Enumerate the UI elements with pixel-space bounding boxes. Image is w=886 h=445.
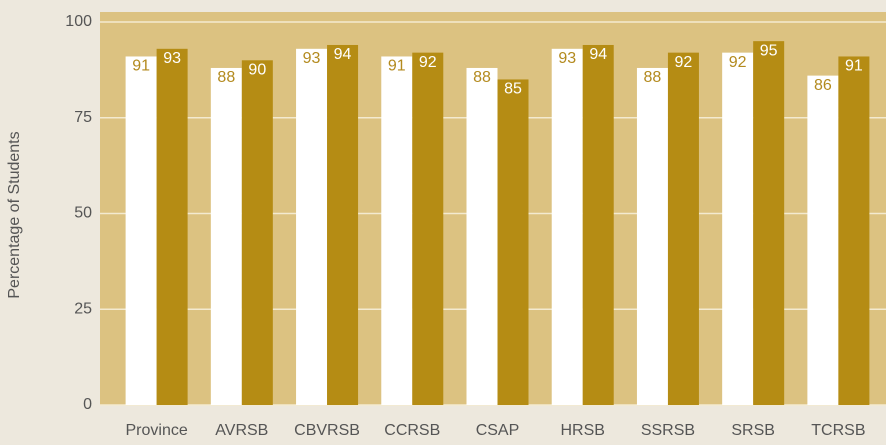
x-tick-label: TCRSB xyxy=(811,422,865,439)
y-tick-label: 75 xyxy=(74,109,92,126)
bar xyxy=(412,52,444,405)
value-label: 91 xyxy=(845,58,863,75)
value-label: 93 xyxy=(303,50,321,67)
x-tick-label: SRSB xyxy=(731,422,775,439)
x-tick-label: CSAP xyxy=(476,422,520,439)
x-tick-label: Province xyxy=(125,422,187,439)
y-axis-label: Percentage of Students xyxy=(6,131,23,298)
bar xyxy=(582,44,614,405)
value-label: 88 xyxy=(217,69,235,86)
x-tick-label: CCRSB xyxy=(384,422,440,439)
y-tick-label: 50 xyxy=(74,205,92,222)
value-label: 93 xyxy=(163,50,181,67)
x-tick-label: SSRSB xyxy=(641,422,695,439)
bar xyxy=(753,41,785,406)
bar xyxy=(156,48,188,406)
value-label: 86 xyxy=(814,77,832,94)
value-label: 91 xyxy=(388,58,406,75)
value-label: 92 xyxy=(419,54,437,71)
value-label: 93 xyxy=(558,50,576,67)
value-label: 92 xyxy=(675,54,693,71)
value-label: 88 xyxy=(644,69,662,86)
bar xyxy=(125,56,157,405)
bar xyxy=(210,67,242,406)
value-label: 94 xyxy=(589,46,607,63)
bar xyxy=(838,56,870,405)
bar xyxy=(497,79,529,405)
bar xyxy=(466,67,498,406)
x-tick-label: HRSB xyxy=(560,422,604,439)
value-label: 91 xyxy=(132,58,150,75)
value-label: 88 xyxy=(473,69,491,86)
bar xyxy=(241,60,273,406)
bar xyxy=(722,52,754,405)
y-tick-label: 0 xyxy=(83,396,92,413)
value-label: 94 xyxy=(334,46,352,63)
bar xyxy=(296,48,328,406)
value-label: 85 xyxy=(504,81,522,98)
value-label: 95 xyxy=(760,42,778,59)
bar xyxy=(381,56,413,405)
bar xyxy=(551,48,583,406)
x-tick-label: AVRSB xyxy=(215,422,268,439)
bar xyxy=(636,67,668,406)
y-tick-label: 25 xyxy=(74,300,92,317)
bar xyxy=(327,44,359,405)
bar xyxy=(807,75,839,406)
y-tick-label: 100 xyxy=(65,13,92,30)
value-label: 92 xyxy=(729,54,747,71)
x-tick-label: CBVRSB xyxy=(294,422,360,439)
value-label: 90 xyxy=(248,62,266,79)
bar xyxy=(667,52,699,405)
